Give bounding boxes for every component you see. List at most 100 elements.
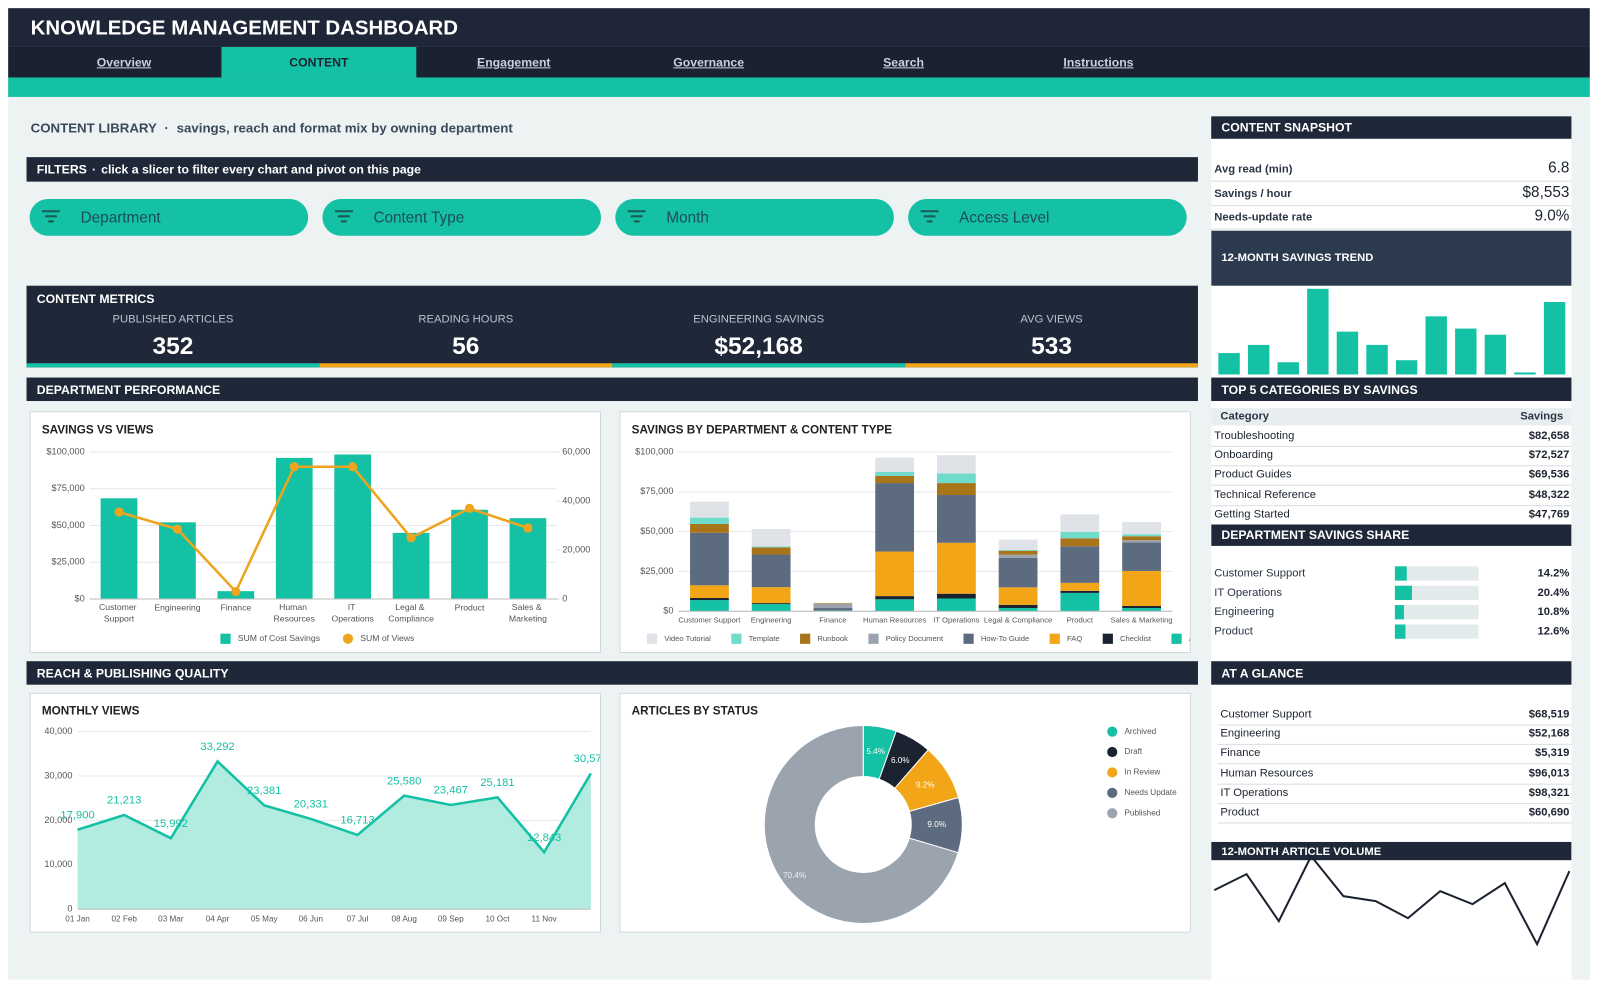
top-categories-title: TOP 5 CATEGORIES BY SAVINGS — [1211, 377, 1572, 402]
metric-accent — [319, 363, 613, 368]
metric-accent — [612, 363, 906, 368]
y-tick-label: $25,000 — [640, 566, 673, 576]
tab[interactable]: Overview — [96, 55, 152, 70]
metric-value: $52,168 — [714, 332, 803, 361]
slicer[interactable]: Department — [29, 198, 309, 236]
table-header: Savings — [1520, 410, 1564, 423]
bar-segment — [998, 557, 1038, 588]
legend-swatch — [220, 633, 231, 644]
point — [114, 507, 124, 517]
slicer-label: Month — [666, 209, 709, 227]
area — [77, 761, 591, 910]
tab[interactable]: Governance — [673, 55, 745, 70]
bar-segment — [813, 603, 853, 605]
x-tick-label: Finance — [220, 602, 251, 612]
chart: MONTHLY VIEWS 0 10,000 20,000 30,000 40,000 17… — [42, 704, 608, 924]
tab[interactable]: Search — [883, 55, 924, 70]
data-label: 30,570 — [574, 753, 600, 765]
y-tick-label: $25,000 — [52, 557, 85, 567]
legend-swatch — [1107, 767, 1118, 778]
data-label: 12.6% — [1538, 626, 1570, 638]
snapshot-value: 9.0% — [1534, 207, 1570, 225]
point — [348, 462, 358, 472]
bar — [159, 522, 196, 599]
point — [464, 503, 475, 513]
bar-segment — [1122, 540, 1161, 543]
legend-swatch — [1102, 633, 1113, 644]
row-divider — [1211, 485, 1572, 487]
y-tick-label: 20,000 — [44, 815, 72, 825]
table-cell: $47,769 — [1528, 507, 1570, 521]
bar-segment — [690, 517, 729, 524]
slicer[interactable]: Month — [615, 198, 894, 236]
row-divider — [1211, 228, 1572, 230]
x-tick-label: Engineering — [154, 602, 200, 612]
bar-segment — [813, 604, 853, 609]
bar — [1484, 334, 1507, 375]
chart: DEPARTMENT SAVINGS SHARE Customer Support… — [1211, 524, 1572, 639]
label-line: IT — [348, 602, 358, 612]
y-tick-label: $100,000 — [46, 446, 84, 456]
page-subtitle: savings, reach and format mix by owning … — [176, 120, 513, 136]
data-label: 5.4% — [866, 747, 885, 756]
bar — [334, 454, 372, 599]
bar — [1395, 360, 1418, 375]
point — [231, 587, 241, 597]
slicer-label: Access Level — [959, 209, 1050, 227]
track — [1394, 585, 1479, 600]
label-line: Operations — [332, 614, 375, 624]
bar-segment — [875, 475, 915, 484]
slicer[interactable]: Access Level — [908, 198, 1187, 236]
data-label: 20.4% — [1538, 587, 1570, 599]
filters-hint: click a slicer to filter every chart and… — [101, 162, 421, 177]
bar-segment — [751, 587, 791, 604]
chart-header — [1211, 524, 1572, 546]
row-divider — [1217, 744, 1572, 746]
metric-label: ENGINEERING SAVINGS — [693, 313, 825, 326]
bar-segment — [998, 587, 1038, 605]
label-line: Legal & — [395, 602, 427, 612]
x-tick-label: 02 Feb — [112, 915, 138, 924]
bar — [1394, 605, 1404, 620]
chart-panel: MONTHLY VIEWS 0 10,000 20,000 30,000 40,000 17… — [29, 692, 608, 933]
bar — [1277, 362, 1299, 375]
point — [406, 533, 416, 543]
bar — [1394, 585, 1412, 600]
tab[interactable]: CONTENT — [221, 46, 417, 78]
bar-segment — [875, 471, 915, 476]
metric-accent — [905, 363, 1198, 368]
label-line: Resources — [274, 614, 316, 624]
data-label: 6.0% — [891, 756, 910, 765]
table-header-bg — [1211, 408, 1572, 426]
bar — [1218, 353, 1240, 375]
tab[interactable]: Instructions — [1063, 55, 1134, 70]
legend-label: SUM of Views — [360, 633, 415, 643]
chart-panel: SAVINGS VS VIEWS $0 $25,000 $50,000 $75,000 $… — [29, 411, 602, 654]
table-cell: Engineering — [1220, 727, 1281, 740]
y-tick-label: $50,000 — [52, 520, 85, 530]
slicer-label: Department — [80, 209, 161, 227]
table-cell: $52,168 — [1528, 727, 1570, 740]
slicer[interactable]: Content Type — [322, 198, 602, 236]
bar — [392, 532, 430, 599]
bar-segment — [936, 598, 976, 612]
legend-label: Video Tutorial — [664, 634, 711, 643]
legend-label: Template — [749, 634, 780, 643]
tab[interactable]: Engagement — [477, 55, 551, 70]
table-cell: IT Operations — [1220, 786, 1289, 799]
bar-segment — [1122, 605, 1161, 609]
bar-segment — [1122, 534, 1161, 537]
table-cell: $60,690 — [1528, 806, 1570, 819]
metric-label: READING HOURS — [418, 313, 514, 326]
category-label: IT Operations — [1214, 587, 1282, 599]
label-line: Customer — [99, 602, 139, 612]
legend-swatch — [963, 633, 974, 644]
data-label: 10.8% — [1538, 606, 1570, 618]
tab-underline — [8, 77, 1590, 97]
bar-segment — [998, 604, 1038, 609]
bar — [1543, 302, 1566, 375]
filter-glyph — [41, 210, 61, 223]
legend-swatch — [646, 633, 658, 644]
line — [1213, 854, 1571, 947]
